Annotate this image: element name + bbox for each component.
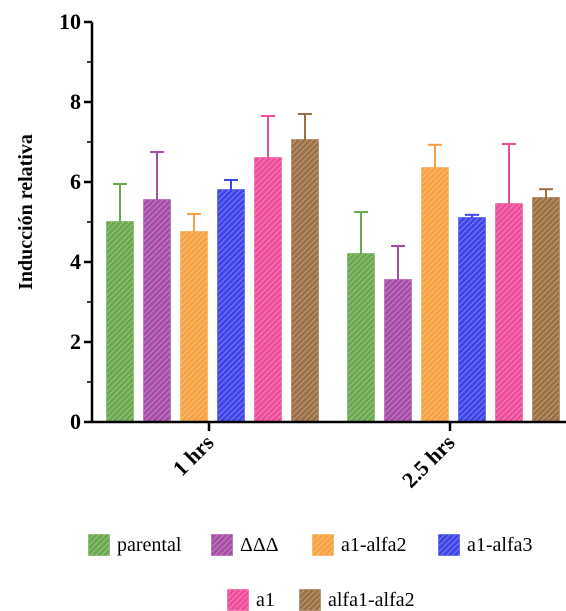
y-tick-label: 8 <box>70 89 81 114</box>
legend-swatch-hatch <box>313 535 333 555</box>
y-tick-label: 2 <box>70 329 81 354</box>
bar-hatch <box>496 204 522 422</box>
legend-label: parental <box>117 534 182 556</box>
legend-label: ΔΔΔ <box>240 534 279 556</box>
y-tick-label: 10 <box>59 9 81 34</box>
bar-hatch <box>385 280 411 422</box>
legend-label: alfa1-alfa2 <box>328 589 415 611</box>
legend-label: a1-alfa2 <box>341 534 407 556</box>
bar-hatch <box>107 222 133 422</box>
x-category-label: 2.5 hrs <box>397 430 460 493</box>
bar-hatch <box>144 200 170 422</box>
bar-hatch <box>459 218 485 422</box>
legend-swatch-hatch <box>89 535 109 555</box>
bar-hatch <box>422 168 448 422</box>
y-tick-label: 4 <box>70 249 81 274</box>
bar-hatch <box>292 140 318 422</box>
bars-group <box>106 113 560 423</box>
legend-swatch-hatch <box>300 590 320 610</box>
y-axis-label: Inducción relativa <box>15 134 37 290</box>
bar-hatch <box>255 158 281 422</box>
bar-hatch <box>218 190 244 422</box>
y-tick-label: 0 <box>70 409 81 434</box>
legend-swatch-hatch <box>212 535 232 555</box>
y-tick-label: 6 <box>70 169 81 194</box>
x-category-label: 1 hrs <box>168 430 219 481</box>
bar-hatch <box>348 254 374 422</box>
bar-hatch <box>181 232 207 422</box>
legend-label: a1-alfa3 <box>467 534 533 556</box>
legend-swatch-hatch <box>439 535 459 555</box>
bar-hatch <box>533 198 559 422</box>
legend-swatch-hatch <box>228 590 248 610</box>
legend: parental ΔΔΔ a1-alfa2 a1-alfa3 a1 alfa1-alfa2 <box>88 534 533 611</box>
legend-label: a1 <box>256 589 275 611</box>
